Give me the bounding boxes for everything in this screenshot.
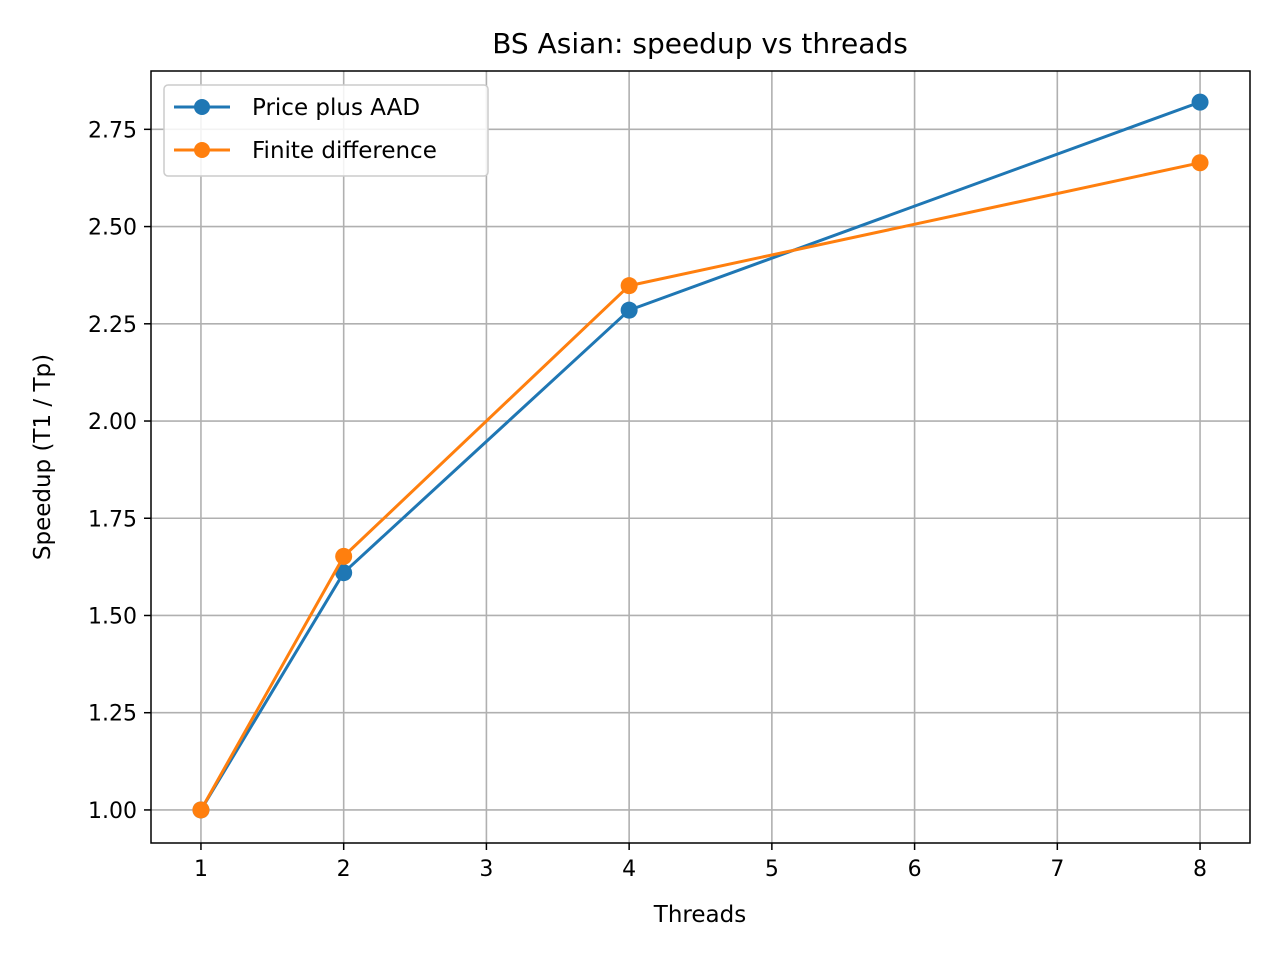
x-tick-label: 5	[765, 857, 779, 882]
y-tick-label: 1.75	[88, 507, 137, 532]
x-axis-label: Threads	[653, 902, 746, 928]
series-line	[199, 161, 1201, 811]
y-tick-label: 2.00	[88, 410, 137, 435]
y-tick-label: 2.25	[88, 313, 137, 338]
y-axis-label: Speedup (T1 / Tp)	[30, 354, 56, 560]
legend-label-price-plus-aad: Price plus AAD	[252, 95, 420, 121]
data-point	[1191, 93, 1209, 111]
legend-label-finite-difference: Finite difference	[252, 138, 437, 164]
ticks: 1 2 3 4 5 6 7 8 1.00 1.25 1.50 1.75 2.00 2.25 2.50 2.75	[88, 118, 1207, 882]
x-tick-label: 4	[622, 857, 636, 882]
data-point	[620, 301, 638, 319]
grid	[151, 71, 1250, 843]
data-point	[335, 564, 353, 582]
series-layer	[192, 93, 1209, 819]
chart-title: BS Asian: speedup vs threads	[492, 27, 908, 60]
x-tick-label: 7	[1050, 857, 1064, 882]
plot-frame	[150, 70, 1251, 844]
legend-marker-finite-difference	[194, 142, 210, 158]
series-1	[192, 154, 1209, 819]
data-point	[335, 547, 353, 565]
y-tick-label: 1.50	[88, 604, 137, 629]
y-tick-label: 1.00	[88, 799, 137, 824]
x-tick-label: 6	[908, 857, 922, 882]
data-point	[1191, 154, 1209, 172]
legend-box	[163, 84, 489, 177]
x-tick-label: 1	[194, 857, 208, 882]
y-tick-label: 2.50	[88, 216, 137, 241]
y-tick-label: 2.75	[88, 118, 137, 143]
data-point	[620, 277, 638, 295]
data-point	[192, 801, 210, 819]
x-tick-label: 3	[479, 857, 493, 882]
x-tick-label: 2	[337, 857, 351, 882]
legend-marker-price-plus-aad	[194, 99, 210, 115]
x-tick-label: 8	[1193, 857, 1207, 882]
y-tick-label: 1.25	[88, 702, 137, 727]
legend: Price plus AAD Finite difference	[163, 84, 489, 177]
series-line	[199, 100, 1201, 811]
